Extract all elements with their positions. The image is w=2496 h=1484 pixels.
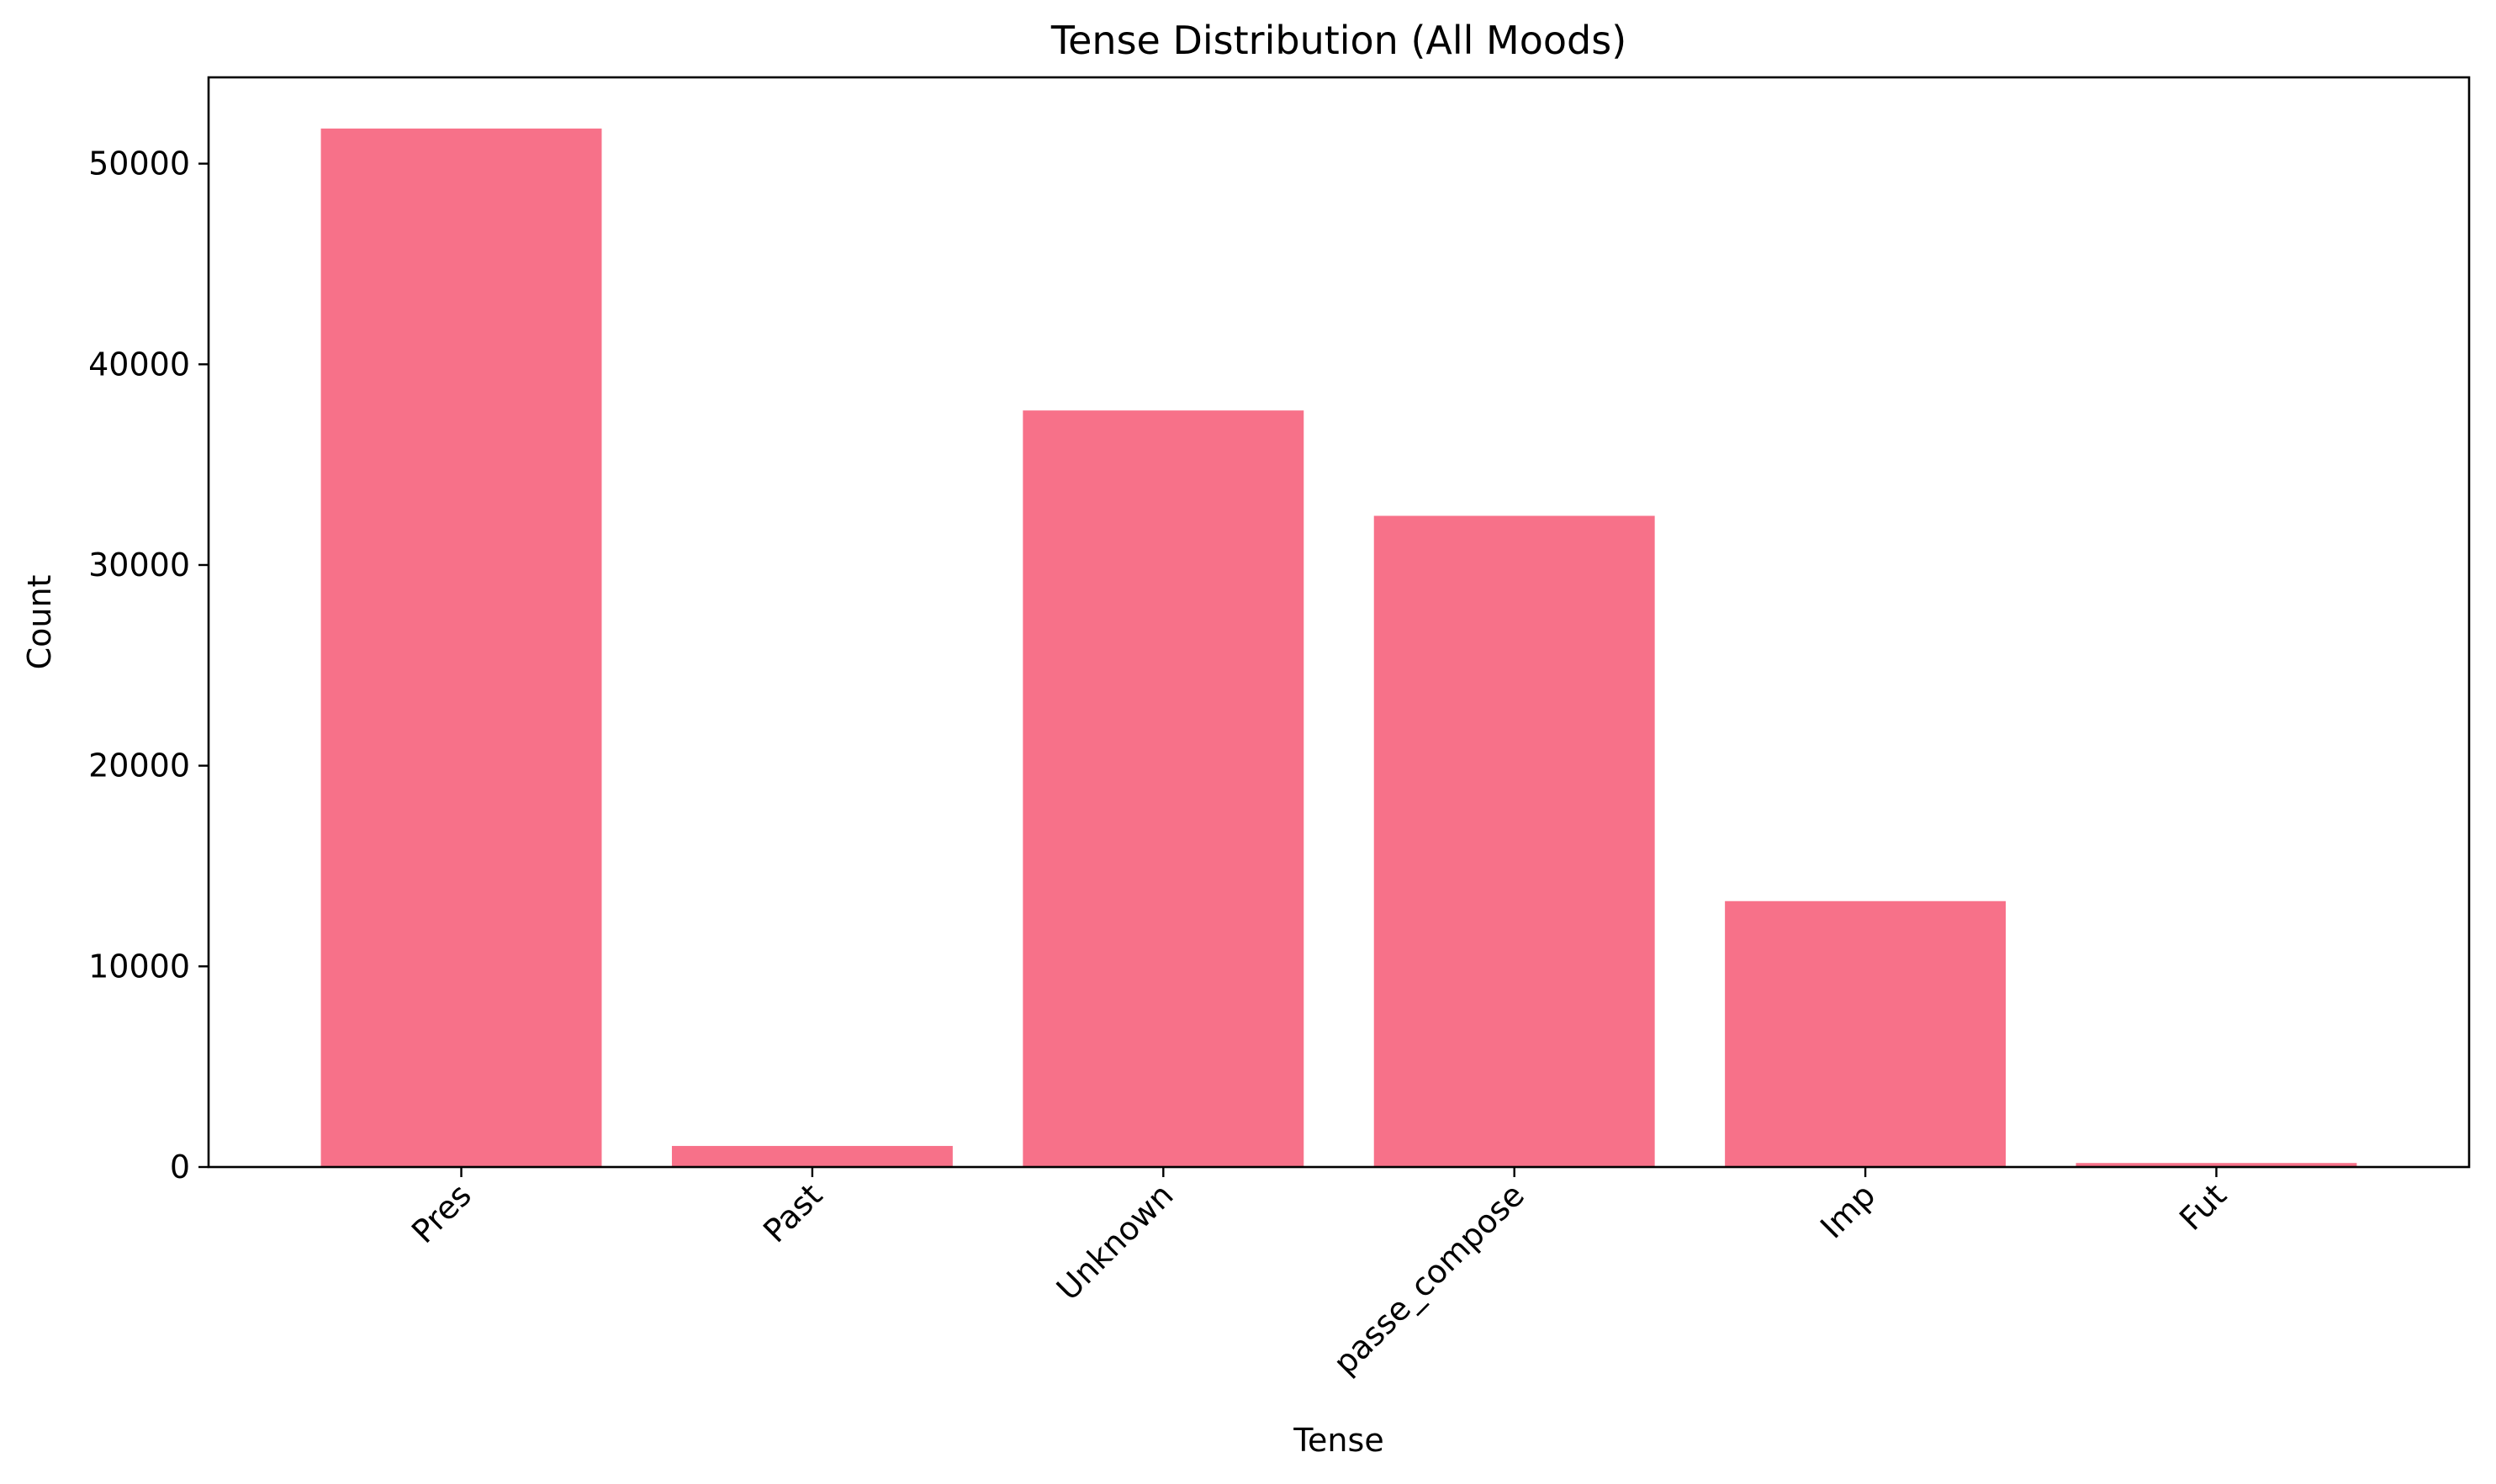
bar-unknown	[1023, 410, 1304, 1168]
y-tick-label: 20000	[88, 747, 190, 784]
x-tick-label: Pres	[405, 1176, 479, 1250]
y-tick-label: 40000	[88, 346, 190, 383]
bar-past	[671, 1145, 953, 1167]
y-tick-label: 0	[170, 1149, 190, 1186]
chart-title: Tense Distribution (All Moods)	[1050, 18, 1626, 63]
x-tick-label: Imp	[1813, 1176, 1882, 1245]
y-tick-label: 50000	[88, 145, 190, 182]
x-tick-label: passe_compose	[1326, 1176, 1531, 1381]
x-axis-ticks: Pres Past Unknown passe_compose Imp Fut	[405, 1167, 2234, 1381]
y-tick-label: 10000	[88, 948, 190, 985]
bars-group	[320, 128, 2357, 1168]
y-axis-label: Count	[21, 575, 58, 670]
bar-fut	[2076, 1163, 2357, 1167]
bar-passe-compose	[1373, 515, 1655, 1167]
x-tick-label: Unknown	[1050, 1176, 1181, 1307]
x-axis-label: Tense	[1293, 1422, 1383, 1459]
bar-imp	[1725, 900, 2007, 1167]
y-axis-ticks: 0 10000 20000 30000 40000 50000	[88, 145, 209, 1186]
plot-frame	[207, 76, 2471, 1169]
x-tick-label: Past	[756, 1176, 829, 1249]
bar-pres	[320, 128, 602, 1168]
x-tick-label: Fut	[2172, 1176, 2234, 1238]
y-tick-label: 30000	[88, 547, 190, 584]
